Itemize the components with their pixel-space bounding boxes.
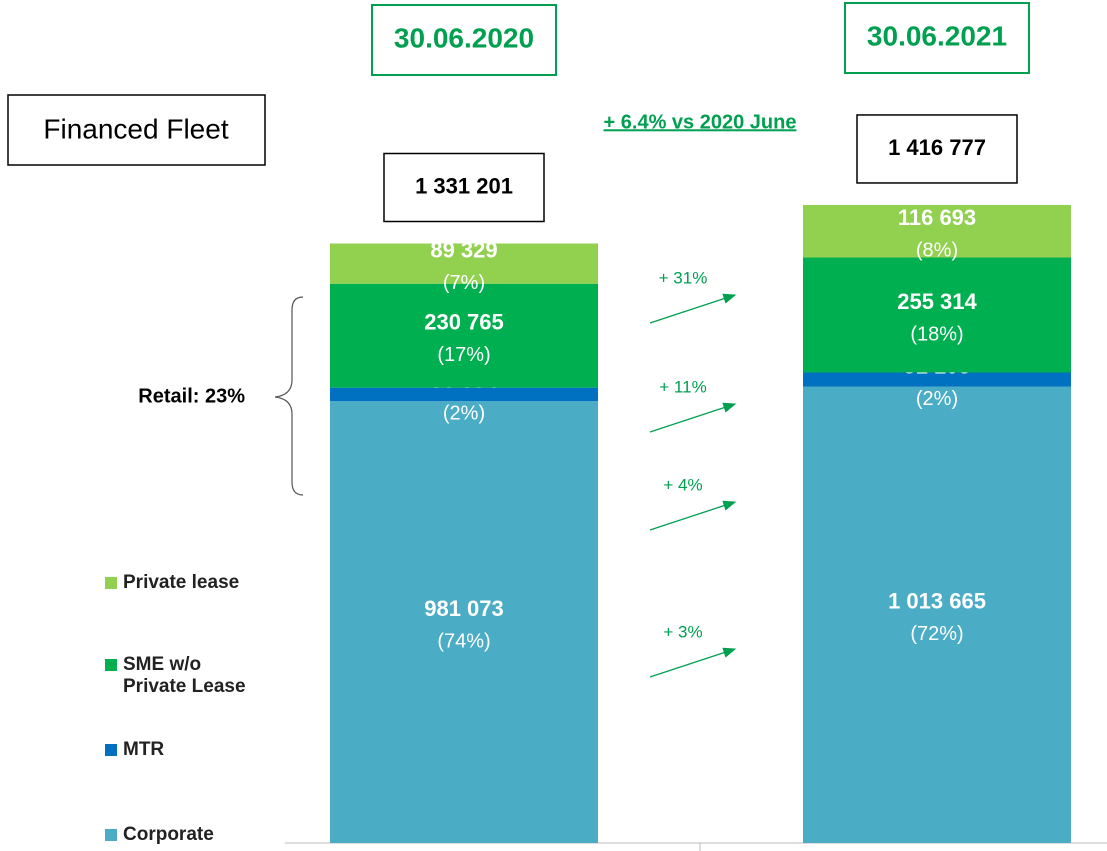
share-label: (2%) [916,388,958,410]
growth-label: + 3% [663,622,702,641]
legend-label: Corporate [123,824,214,845]
legend-item: SME w/o Private Lease [105,654,265,698]
bar-segment [330,243,598,284]
bar-segment [803,372,1071,387]
value-label: 981 073 [424,596,504,621]
share-label: (17%) [437,344,490,366]
growth-arrow [649,402,737,433]
legend-item: Private lease [105,572,265,594]
legend-swatch [105,659,117,671]
total-label: 1 331 201 [415,173,513,198]
legend-item: Corporate [105,824,265,846]
legend-swatch [105,744,117,756]
bar-segment [803,204,1071,258]
growth-arrow [649,500,737,531]
category-label: 30.06.2020 [394,22,534,53]
legend-label: Private lease [123,572,240,593]
bar-segment [330,401,598,843]
category-label: 30.06.2021 [867,20,1007,51]
legend-swatch [105,577,117,589]
share-label: (18%) [910,323,963,345]
legend-swatch [105,829,117,841]
value-label: 1 013 665 [888,589,986,614]
growth-label: + 31% [659,268,708,287]
value-label: 255 314 [897,289,977,314]
share-label: (8%) [916,240,958,262]
total-label: 1 416 777 [888,135,986,160]
title-box [7,94,266,166]
share-label: (7%) [443,272,485,294]
growth-arrow [649,647,737,678]
retail-brace [274,296,304,496]
growth-label: + 11% [659,377,706,396]
value-label: 230 765 [424,310,504,335]
category-box [844,2,1030,74]
share-label: (2%) [443,403,485,425]
bar-segment [803,257,1071,373]
chart-subtitle: + 6.4% vs 2020 June [604,111,797,133]
legend-label: SME w/o Private Lease [123,654,246,697]
legend-item: MTR [105,739,265,761]
value-label: 116 693 [898,205,976,230]
share-label: (74%) [437,630,490,652]
growth-label: + 4% [663,475,702,494]
share-label: (72%) [910,623,963,645]
bar-segment [803,386,1071,843]
retail-annotation: Retail: 23% [138,385,245,407]
chart-title: Financed Fleet [43,113,228,144]
category-box [371,4,557,76]
total-box [383,152,545,223]
legend-label: MTR [123,739,165,760]
value-label: 89 329 [430,237,497,262]
bar-segment [330,387,598,402]
growth-arrow [649,293,737,324]
total-box [856,114,1018,184]
bar-segment [330,283,598,388]
